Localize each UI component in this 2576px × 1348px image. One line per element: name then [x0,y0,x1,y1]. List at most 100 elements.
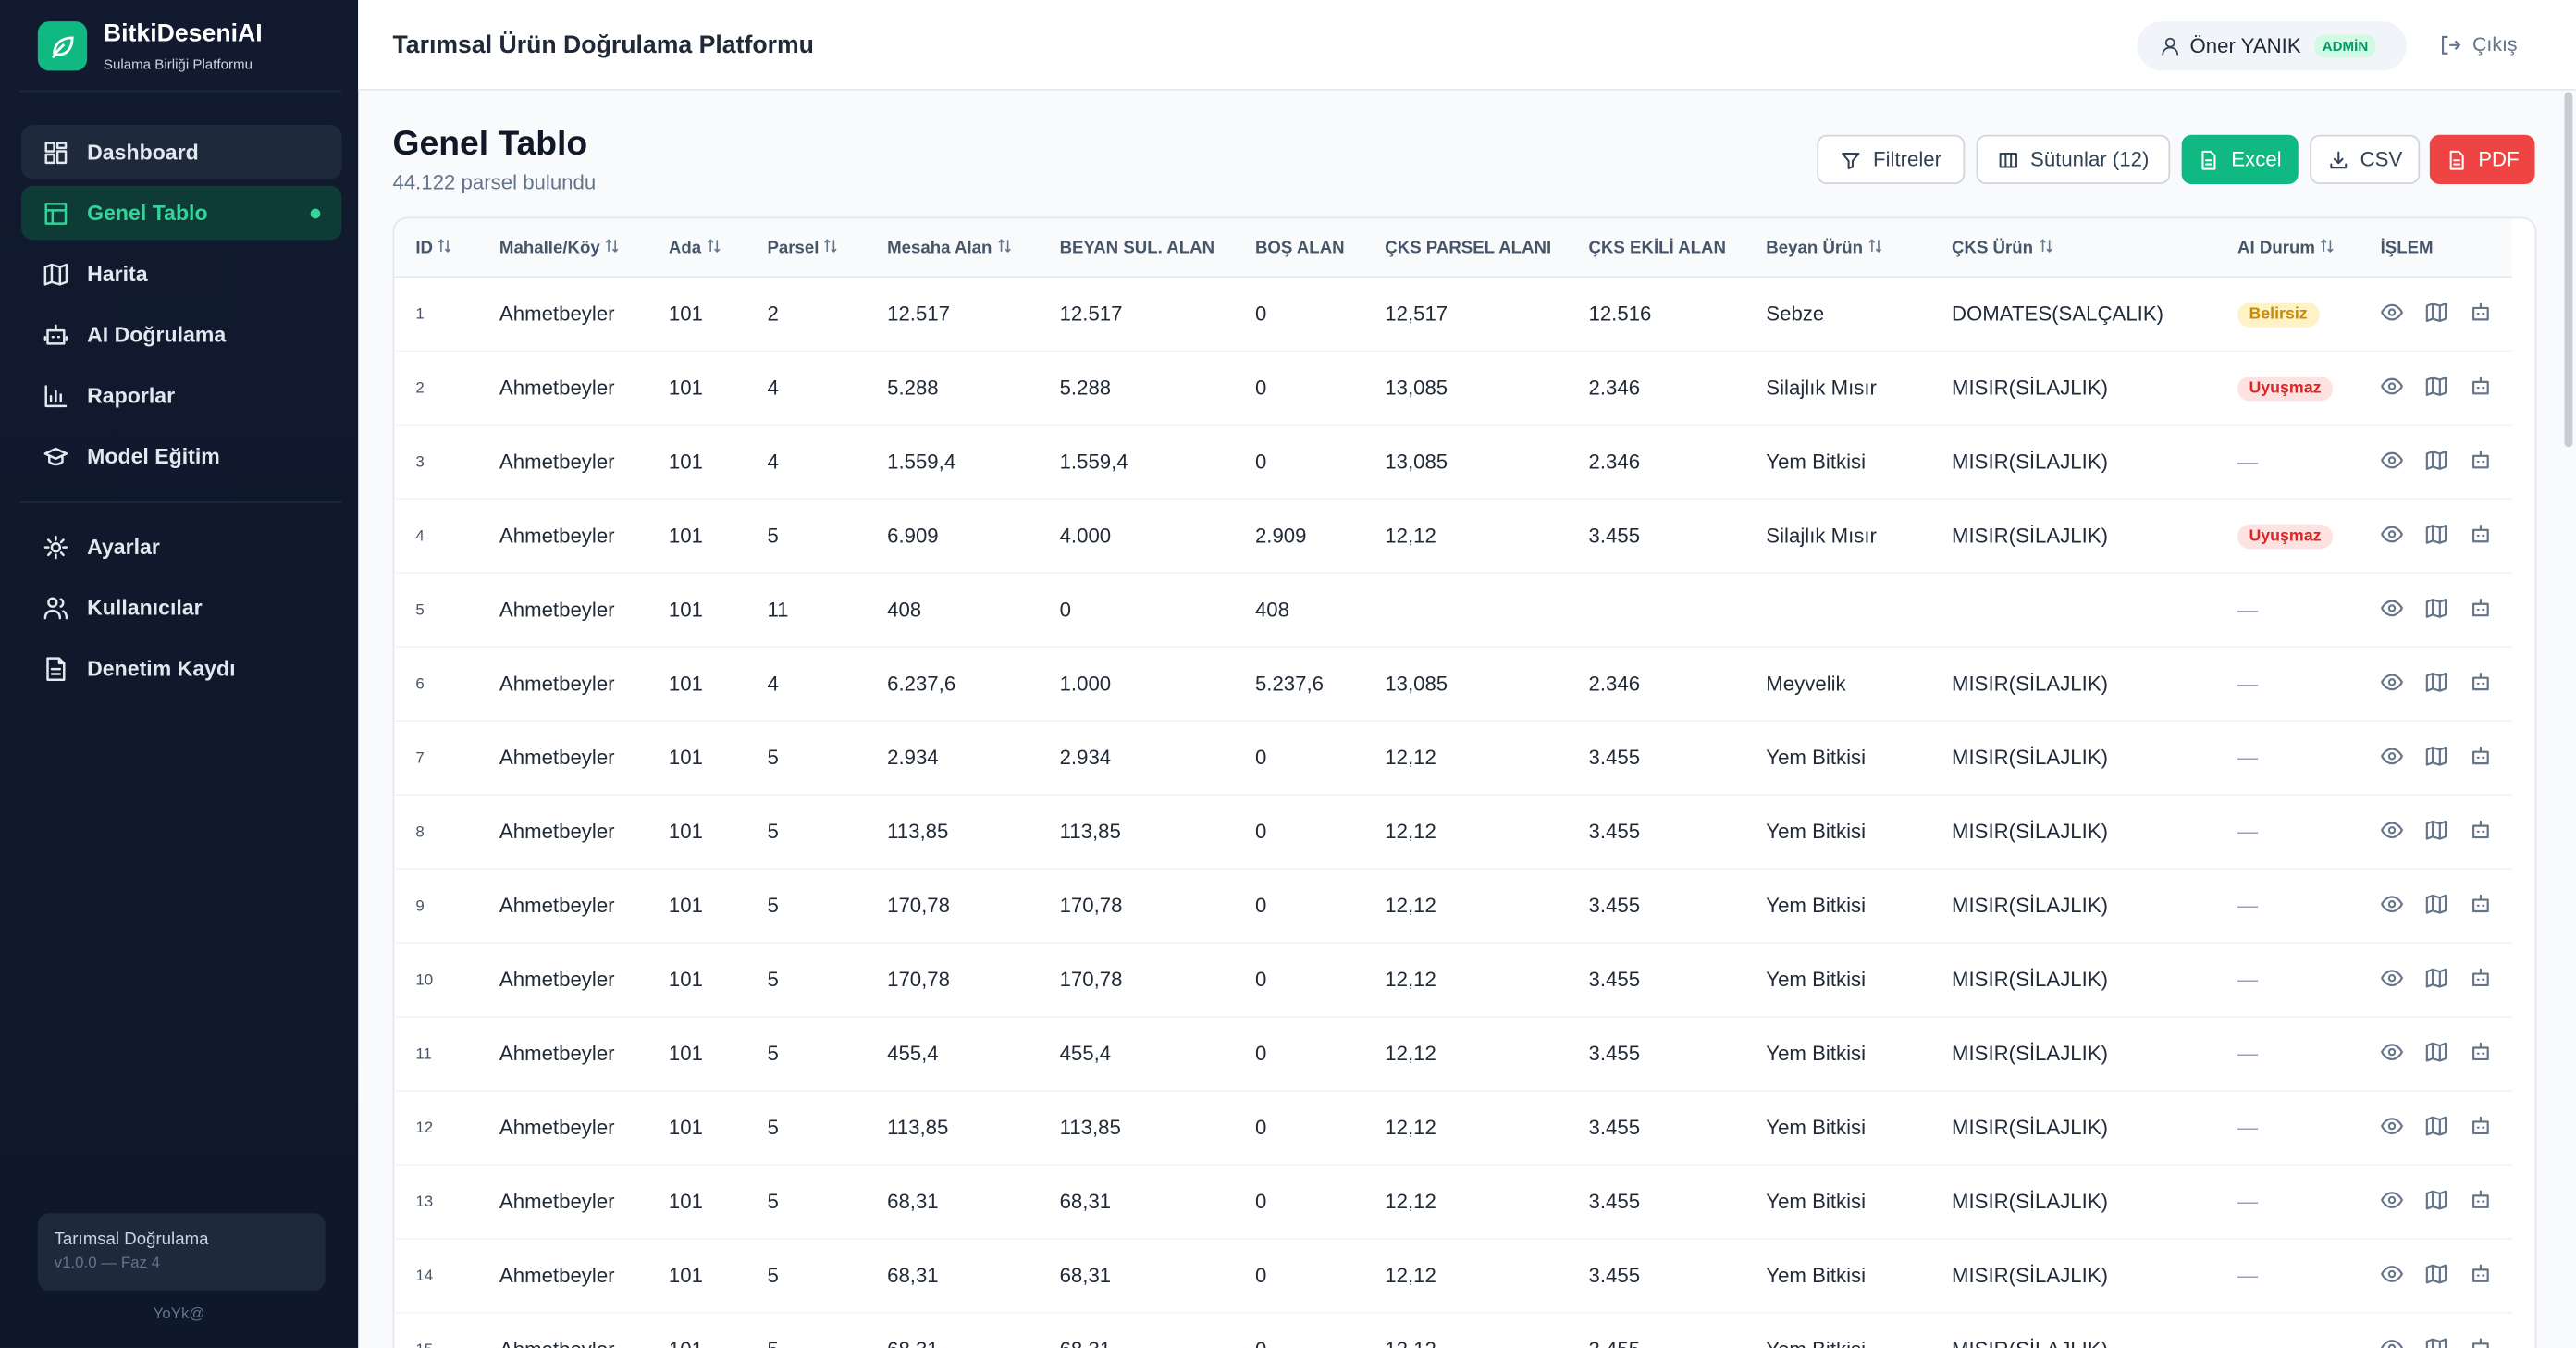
view-action[interactable] [2381,522,2404,550]
toolbar-button[interactable]: Excel [2181,134,2299,185]
nav-item[interactable]: Dashboard [21,125,342,179]
column-header[interactable]: AI Durum [2215,218,2360,278]
table-cell: — [2215,942,2360,1018]
map-action[interactable] [2425,374,2448,402]
view-action[interactable] [2381,744,2404,772]
column-header[interactable]: ÇKS Ürün [1929,218,2216,278]
ai-action[interactable] [2469,966,2492,994]
footer-title: Tarımsal Doğrulama [54,1230,209,1250]
column-header[interactable]: Mesaha Alan [866,218,1039,278]
nav-item[interactable]: Model Eğitim [21,429,341,484]
ai-action[interactable] [2469,374,2492,402]
column-header[interactable]: Mahalle/Köy [477,218,647,278]
ai-action[interactable] [2469,300,2492,328]
view-action[interactable] [2381,596,2404,624]
nav-item[interactable]: Harita [21,247,341,302]
ai-action[interactable] [2469,448,2492,476]
cell-text: Ahmetbeyler [499,1338,615,1348]
table-cell: 5 [746,942,867,1018]
map-action[interactable] [2425,670,2448,698]
nav-label: Denetim Kaydı [87,655,236,681]
view-action[interactable] [2381,374,2404,402]
table-cell: — [2215,1090,2360,1166]
nav-item[interactable]: AI Doğrulama [21,307,341,362]
ai-action[interactable] [2469,892,2492,920]
view-action[interactable] [2381,448,2404,476]
view-action[interactable] [2381,300,2404,328]
map-action[interactable] [2425,300,2448,328]
map-action[interactable] [2425,448,2448,476]
toolbar-button[interactable]: Sütunlar (12) [1976,134,2171,185]
map-action[interactable] [2425,1114,2448,1142]
view-action[interactable] [2381,892,2404,920]
ai-action[interactable] [2469,670,2492,698]
table-cell: 5 [746,1016,867,1092]
map-action[interactable] [2425,1040,2448,1068]
ai-action[interactable] [2469,1262,2492,1290]
view-action[interactable] [2381,1262,2404,1290]
ai-action[interactable] [2469,1114,2492,1142]
map-action[interactable] [2425,1188,2448,1216]
table-cell: — [2215,1016,2360,1092]
user-menu[interactable]: Öner YANIK ADMİN [2137,21,2407,71]
nav-item[interactable]: Genel Tablo [21,185,342,241]
ai-action[interactable] [2469,522,2492,550]
column-header[interactable]: ID [394,218,478,278]
logout[interactable]: Çıkış [2440,33,2518,56]
map-action[interactable] [2425,596,2448,624]
map-action[interactable] [2425,818,2448,846]
table-row: 3 Ahmetbeyler 101 4 1.559,4 1.559,4 0 13,085 2.3… [394,425,2512,501]
view-action[interactable] [2381,818,2404,846]
nav-item[interactable]: Kullanıcılar [21,580,341,635]
version: v1.0.0 — Faz 4 [54,1254,161,1273]
cell-text: 8 [415,822,425,841]
table-cell: 5.288 [866,351,1039,427]
cell-text: 3.455 [1588,1042,1641,1066]
logo [37,21,88,71]
nav-item[interactable]: Raporlar [21,368,341,423]
table-cell: 7 [394,721,478,796]
ai-action[interactable] [2469,596,2492,624]
table-cell: 101 [647,1164,746,1240]
view-action[interactable] [2381,1114,2404,1142]
table-cell: MISIR(SİLAJLIK) [1929,721,2216,796]
table-cell: 6.237,6 [866,647,1039,723]
cell-text: 4 [767,450,779,474]
ai-action[interactable] [2469,1336,2492,1348]
map-action[interactable] [2425,966,2448,994]
table-row: 11 Ahmetbeyler 101 5 455,4 455,4 0 12,12 3.455 Ye… [394,1016,2512,1092]
cell-text: — [2237,894,2259,918]
view-action[interactable] [2381,966,2404,994]
view-action[interactable] [2381,1040,2404,1068]
nav-item[interactable]: Denetim Kaydı [21,641,341,696]
table-cell: 12,12 [1363,795,1568,870]
map-action[interactable] [2425,892,2448,920]
map-action[interactable] [2425,522,2448,550]
cell-text: 0 [1059,598,1071,622]
ai-action[interactable] [2469,744,2492,772]
table-cell: Ahmetbeyler [477,1238,647,1314]
map-action[interactable] [2425,744,2448,772]
view-action[interactable] [2381,1336,2404,1348]
table-cell: 3.455 [1567,795,1745,870]
toolbar-button[interactable]: CSV [2310,134,2421,185]
column-header[interactable]: Beyan Ürün [1744,218,1930,278]
view-action[interactable] [2381,1188,2404,1216]
toolbar-button[interactable]: PDF [2429,134,2535,185]
view-action[interactable] [2381,670,2404,698]
ai-action[interactable] [2469,1040,2492,1068]
map-action[interactable] [2425,1336,2448,1348]
table-cell: 12,12 [1363,942,1568,1018]
column-header[interactable]: Parsel [746,218,867,278]
column-header: İŞLEM [2359,218,2512,278]
table-cell: 12,12 [1363,1164,1568,1240]
nav-item[interactable]: Ayarlar [21,519,341,574]
column-header[interactable]: Ada [647,218,746,278]
ai-action[interactable] [2469,1188,2492,1216]
cell-text: 408 [1254,598,1289,622]
ai-action[interactable] [2469,818,2492,846]
cell-text: 101 [668,894,703,918]
toolbar-button[interactable]: Filtreler [1817,134,1966,185]
map-action[interactable] [2425,1262,2448,1290]
table-cell: 12.517 [866,277,1039,352]
